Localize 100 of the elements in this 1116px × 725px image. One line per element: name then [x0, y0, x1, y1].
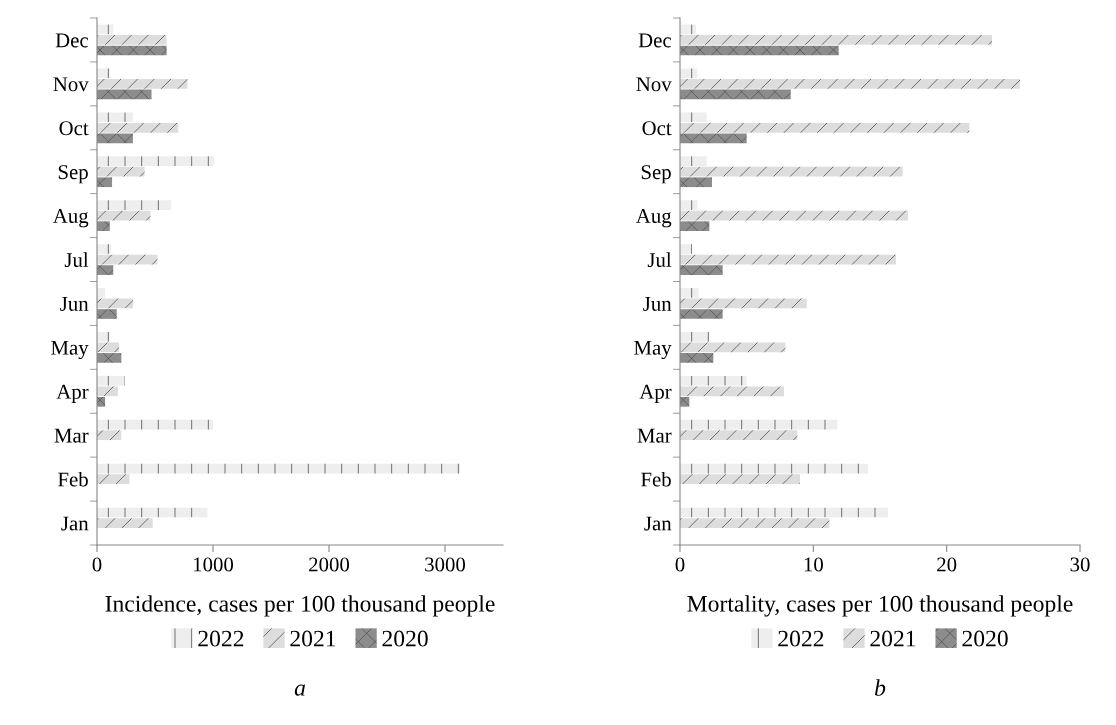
bar [680, 79, 1020, 89]
bar [680, 353, 714, 363]
text: b [874, 679, 886, 696]
bar [97, 221, 110, 232]
bar [680, 419, 838, 430]
bar [97, 474, 130, 484]
bar [680, 518, 830, 528]
legend-label: 2020 [962, 630, 1008, 647]
y-tick-label: Oct [642, 121, 672, 136]
bar [97, 68, 110, 79]
legend-label: 2020 [382, 630, 428, 647]
y-tick-label: May [51, 340, 89, 360]
bar [680, 112, 707, 123]
bar [97, 419, 213, 430]
x-tick-label: 2000 [309, 557, 350, 572]
bar [680, 89, 791, 100]
legend-label: 2021 [290, 630, 336, 647]
y-tick-label: Apr [639, 384, 672, 403]
y-tick-label: Sep [58, 165, 88, 184]
x-axis-title: Mortality, cases per 100 thousand people [687, 595, 1073, 617]
bar [680, 166, 903, 177]
bar [97, 507, 208, 518]
bar [97, 463, 461, 474]
bar [97, 309, 117, 319]
bar [97, 35, 167, 45]
y-tick-label: Oct [59, 121, 89, 136]
bar [680, 35, 992, 45]
bar [680, 68, 698, 79]
bar [680, 288, 699, 298]
y-tick-label: Apr [56, 384, 89, 403]
bar [680, 244, 692, 254]
y-tick-label: Aug [635, 209, 672, 228]
y-tick-label: Dec [638, 33, 672, 48]
x-tick-label: 1000 [194, 557, 234, 572]
bar [97, 79, 188, 89]
text: a [294, 684, 306, 696]
y-tick-label: Mar [637, 428, 672, 443]
bar [680, 342, 786, 353]
x-tick-label: 3000 [425, 557, 466, 572]
bar [680, 386, 784, 397]
bar [680, 156, 707, 167]
legend-label: 2021 [870, 630, 916, 647]
bar [97, 430, 122, 441]
bar [97, 166, 145, 177]
x-tick-label: 0 [92, 557, 102, 572]
x-tick-label: 20 [937, 557, 957, 572]
x-axis-title: Incidence, cases per 100 thousand people [105, 595, 495, 617]
bar [97, 122, 179, 133]
y-tick-label: Jun [60, 297, 89, 311]
y-tick-label: Feb [58, 471, 88, 487]
bar [97, 112, 133, 123]
bar [680, 254, 896, 265]
bar [680, 309, 723, 319]
bar [97, 518, 153, 528]
y-tick-label: Dec [55, 33, 89, 48]
y-tick-label: Jan [61, 516, 89, 531]
x-tick-label: 10 [804, 557, 823, 572]
bar [97, 200, 172, 210]
bar [97, 254, 158, 265]
bar [680, 45, 839, 56]
x-tick-label: 0 [675, 557, 685, 572]
y-tick-label: Jul [647, 252, 672, 267]
bar [97, 298, 133, 309]
bar [97, 331, 110, 342]
y-tick-label: Feb [641, 471, 671, 487]
bar [680, 221, 710, 232]
legend-label: 2022 [198, 630, 244, 647]
y-tick-label: Nov [53, 77, 89, 92]
bar [680, 122, 970, 133]
bar [97, 244, 111, 254]
legend-label: 2022 [778, 630, 824, 647]
bar [680, 507, 888, 518]
bar [680, 200, 698, 210]
bar [680, 177, 712, 188]
y-tick-label: Sep [641, 165, 671, 184]
bar [680, 210, 908, 221]
y-tick-label: Jul [64, 252, 89, 267]
bar [680, 463, 868, 474]
bar [97, 156, 215, 167]
bar [97, 45, 167, 56]
y-tick-label: Jun [643, 297, 672, 311]
bar [97, 386, 118, 397]
bar [680, 375, 747, 386]
bar [680, 265, 723, 275]
y-tick-label: May [634, 340, 672, 360]
bar [680, 474, 800, 484]
bar [97, 265, 114, 275]
bar [97, 353, 122, 363]
bar [97, 133, 133, 144]
bar [680, 331, 710, 342]
bar [680, 133, 747, 144]
y-tick-label: Nov [636, 77, 672, 92]
bar [680, 430, 798, 441]
y-tick-label: Aug [52, 209, 89, 228]
y-tick-label: Mar [54, 428, 89, 443]
bar [97, 210, 151, 221]
y-tick-label: Jan [644, 516, 672, 531]
bar [97, 375, 125, 386]
bar [97, 89, 152, 100]
x-tick-label: 30 [1070, 557, 1090, 572]
